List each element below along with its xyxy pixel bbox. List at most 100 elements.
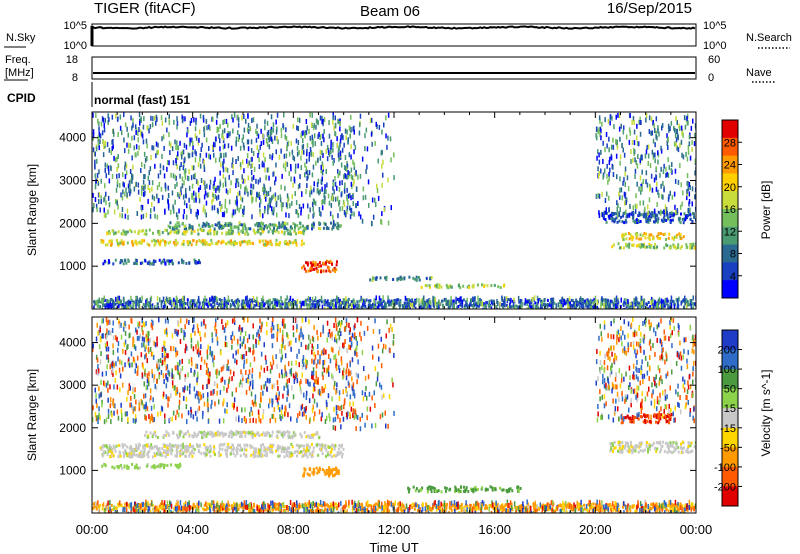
power-echo-cell <box>219 181 222 187</box>
power-echo-cell <box>132 117 134 123</box>
power-echo-cell <box>371 117 373 123</box>
power-echo-cell <box>372 302 374 308</box>
power-echo-cell <box>649 305 652 309</box>
power-echo-cell <box>244 304 246 309</box>
power-echo-cell <box>441 299 444 303</box>
power-echo-cell <box>301 239 303 243</box>
power-echo-cell <box>169 150 171 155</box>
power-echo-cell <box>599 131 601 137</box>
velocity-echo-cell <box>123 465 126 469</box>
power-echo-cell <box>288 151 291 157</box>
power-echo-cell <box>256 221 259 225</box>
power-echo-cell <box>635 296 637 302</box>
power-echo-cell <box>382 172 384 178</box>
power-echo-cell <box>598 115 601 121</box>
power-echo-cell <box>309 296 311 302</box>
power-echo-cell <box>295 241 298 245</box>
velocity-echo-cell <box>223 432 226 436</box>
power-echo-cell <box>649 186 651 192</box>
power-echo-cell <box>258 164 261 170</box>
power-echo-cell <box>277 195 279 201</box>
power-echo-cell <box>398 301 400 307</box>
power-echo-cell <box>313 187 315 193</box>
power-echo-cell <box>248 306 251 309</box>
power-echo-cell <box>555 303 557 309</box>
power-echo-cell <box>183 169 186 175</box>
freq-label: Freq. <box>5 54 31 66</box>
power-echo-cell <box>286 145 288 151</box>
power-echo-cell <box>403 301 406 305</box>
velocity-echo-cell <box>150 465 153 469</box>
power-echo-cell <box>191 225 194 229</box>
power-echo-cell <box>686 216 688 220</box>
power-echo-cell <box>216 207 219 213</box>
power-echo-cell <box>242 229 245 232</box>
power-echo-cell <box>195 242 198 246</box>
power-echo-cell <box>289 241 292 245</box>
power-echo-cell <box>245 307 247 309</box>
power-echo-cell <box>322 121 324 127</box>
velocity-echo-cell <box>278 445 281 449</box>
power-echo-cell <box>163 301 166 304</box>
power-echo-cell <box>290 301 293 305</box>
power-echo-cell <box>663 187 665 193</box>
power-echo-cell <box>285 202 288 208</box>
power-echo-cell <box>104 140 106 146</box>
power-echo-cell <box>274 299 276 305</box>
velocity-echo-cell <box>140 449 143 453</box>
power-echo-cell <box>163 145 165 151</box>
power-echo-cell <box>355 170 357 176</box>
power-echo-cell <box>613 220 616 224</box>
power-echo-cell <box>166 166 168 172</box>
power-echo-cell <box>623 191 626 197</box>
power-echo-cell <box>330 202 333 208</box>
power-echo-cell <box>666 133 668 139</box>
power-echo-cell <box>666 211 668 217</box>
power-echo-cell <box>350 174 353 180</box>
power-echo-cell <box>269 298 271 304</box>
power-echo-cell <box>247 302 249 308</box>
power-echo-cell <box>604 211 607 215</box>
power-echo-cell <box>101 130 104 136</box>
power-echo-cell <box>347 173 350 179</box>
power-echo-cell <box>107 119 109 125</box>
power-echo-cell <box>193 302 196 308</box>
velocity-echo-cell <box>228 431 231 435</box>
power-echo-cell <box>126 192 128 198</box>
velocity-echo-cell <box>102 452 105 456</box>
velocity-echo-cell <box>143 447 146 451</box>
velocity-echo-cell <box>264 432 267 436</box>
power-echo-cell <box>330 195 333 201</box>
power-echo-cell <box>246 242 249 246</box>
velocity-echo-cell <box>170 452 173 456</box>
velocity-echo-cell <box>334 454 337 458</box>
power-echo-cell <box>162 259 165 263</box>
power-echo-cell <box>596 299 599 305</box>
power-echo-cell <box>119 212 121 218</box>
power-echo-cell <box>259 177 261 183</box>
power-echo-cell <box>180 258 183 262</box>
power-echo-cell <box>338 303 341 309</box>
velocity-echo-cell <box>276 447 279 451</box>
power-echo-cell <box>187 176 190 182</box>
velocity-echo-cell <box>336 452 339 456</box>
power-echo-cell <box>293 229 296 233</box>
power-echo-cell <box>283 225 286 229</box>
power-echo-cell <box>122 262 125 266</box>
power-echo-cell <box>107 113 109 119</box>
power-echo-cell <box>584 299 587 303</box>
power-echo-cell <box>139 129 142 135</box>
power-echo-cell <box>213 229 216 233</box>
power-echo-cell <box>288 213 290 219</box>
power-echo-cell <box>688 181 691 187</box>
power-echo-cell <box>202 303 205 309</box>
power-echo-cell <box>275 238 278 242</box>
power-echo-cell <box>336 295 338 301</box>
power-echo-cell <box>275 129 278 135</box>
power-echo-cell <box>244 189 246 195</box>
power-echo-cell <box>629 130 632 136</box>
power-echo-cell <box>310 185 312 191</box>
power-echo-cell <box>602 140 604 146</box>
power-echo-cell <box>607 300 610 304</box>
power-echo-cell <box>346 196 348 202</box>
